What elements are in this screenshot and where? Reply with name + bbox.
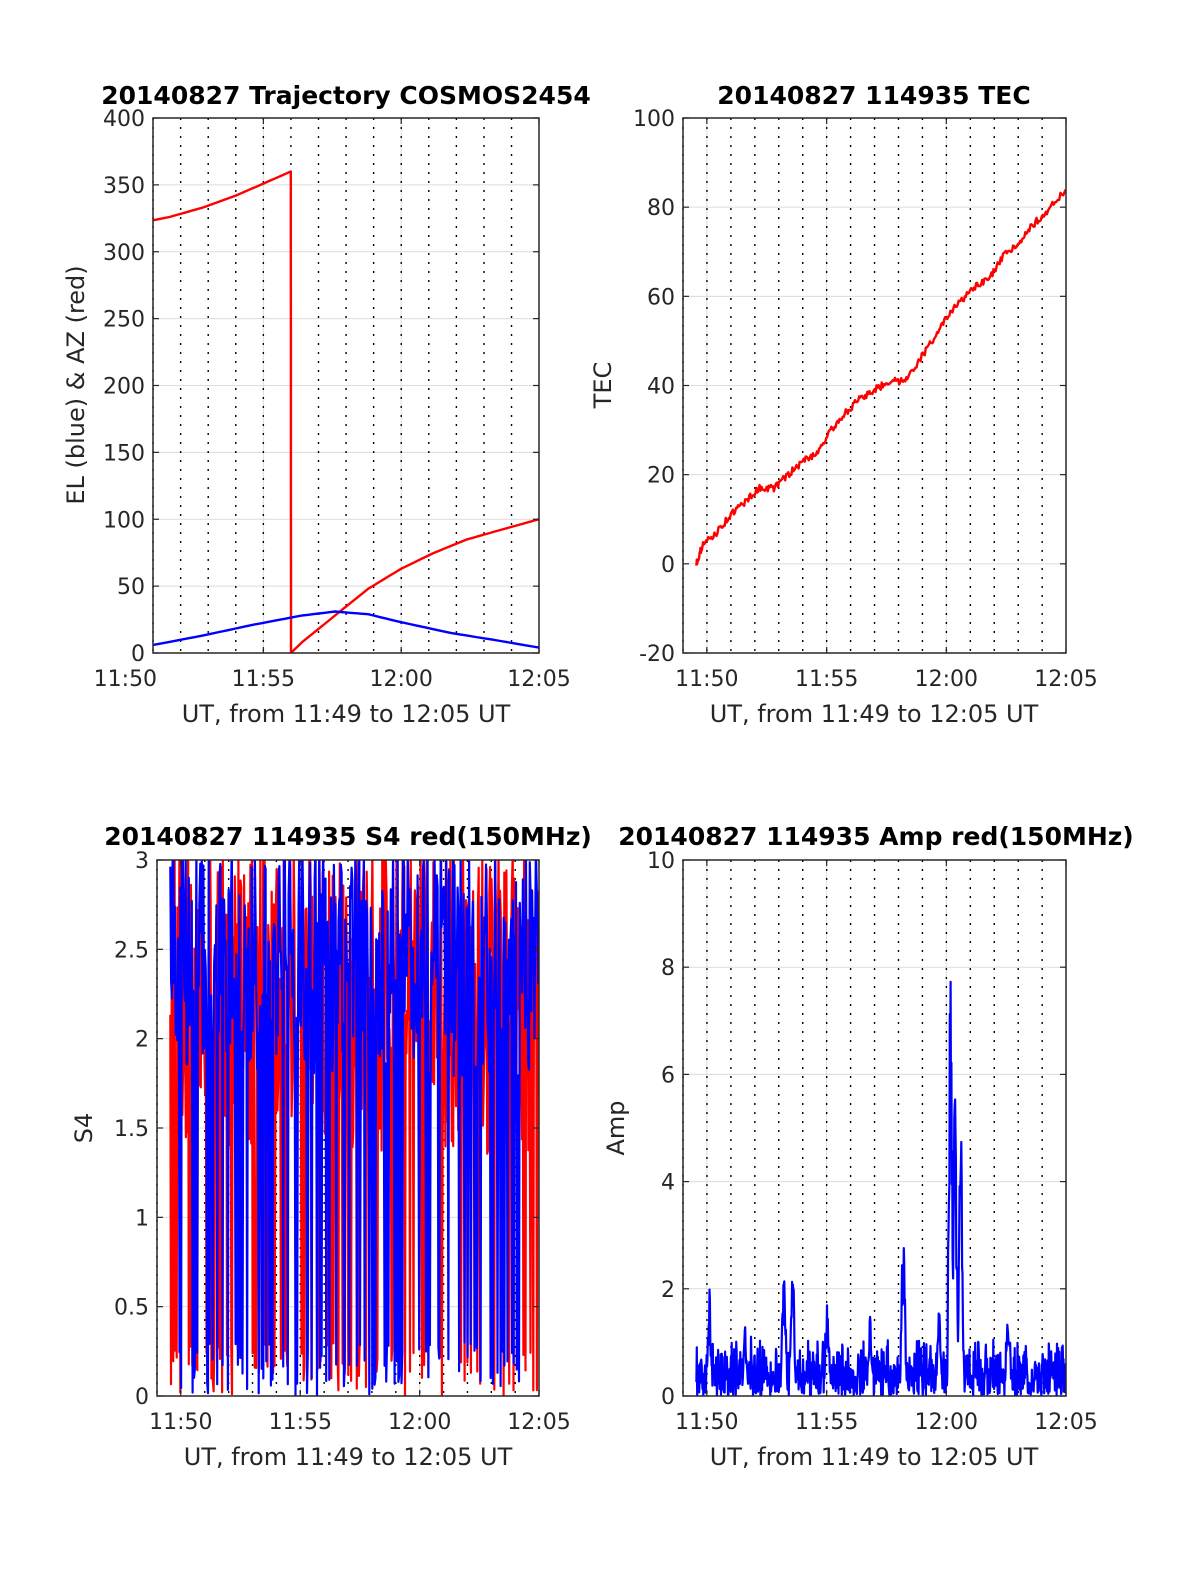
x-tick-label: 11:55 (795, 667, 858, 692)
x-tick-label: 11:50 (675, 667, 738, 692)
y-tick-label: 0 (135, 1385, 149, 1410)
y-tick-label: 4 (661, 1171, 675, 1196)
x-tick-label: 12:00 (369, 667, 432, 692)
y-tick-label: 0 (131, 642, 145, 667)
y-tick-label: 350 (103, 174, 145, 199)
y-tick-label: 1.5 (114, 1117, 149, 1142)
x-tick-label: 11:50 (675, 1410, 738, 1435)
x-tick-label: 12:05 (507, 667, 570, 692)
y-tick-label: -20 (639, 642, 675, 667)
y-tick-label: 2 (135, 1028, 149, 1053)
series-0-line (153, 170, 539, 653)
y-tick-label: 50 (117, 575, 145, 600)
y-tick-label: 150 (103, 441, 145, 466)
y-axis-label: Amp (602, 1100, 630, 1155)
x-tick-label: 11:50 (149, 1410, 212, 1435)
x-tick-label: 12:00 (915, 1410, 978, 1435)
x-tick-label: 12:05 (1034, 1410, 1097, 1435)
x-tick-label: 11:55 (232, 667, 295, 692)
series-group (153, 170, 539, 653)
y-tick-label: 20 (647, 464, 675, 489)
x-axis-label: UT, from 11:49 to 12:05 UT (710, 700, 1039, 728)
x-tick-label: 12:05 (507, 1410, 570, 1435)
y-tick-label: 400 (103, 107, 145, 132)
axes-box (682, 859, 1067, 1397)
ticks: 0 50 100 150 200 250 300 350 400 11:50 11:55 12:00 1… (94, 107, 571, 692)
tec-panel: -20 0 20 40 60 80 100 11:50 11:55 12:00 12:05 2014… (589, 81, 1098, 728)
y-tick-label: 6 (661, 1063, 675, 1088)
y-axis-label: EL (blue) & AZ (red) (62, 265, 90, 504)
ticks: 0 0.5 1 1.5 2 2.5 3 11:50 11:55 12:00 12:05 (114, 849, 571, 1435)
y-axis-label: S4 (70, 1113, 98, 1144)
x-tick-label: 12:00 (388, 1410, 451, 1435)
chart-title: 20140827 114935 S4 red(150MHz) (104, 822, 592, 851)
x-tick-label: 11:50 (94, 667, 157, 692)
y-tick-label: 0.5 (114, 1296, 149, 1321)
x-axis-label: UT, from 11:49 to 12:05 UT (710, 1443, 1039, 1471)
x-tick-label: 12:05 (1034, 667, 1097, 692)
y-tick-label: 40 (647, 375, 675, 400)
y-tick-label: 250 (103, 308, 145, 333)
y-tick-label: 3 (135, 849, 149, 874)
x-axis-label: UT, from 11:49 to 12:05 UT (182, 700, 511, 728)
series-group (169, 860, 539, 1396)
y-tick-label: 80 (647, 196, 675, 221)
s4-panel: 0 0.5 1 1.5 2 2.5 3 11:50 11:55 12:00 12:05 201408… (70, 822, 592, 1471)
y-tick-label: 0 (661, 1385, 675, 1410)
chart-title: 20140827 Trajectory COSMOS2454 (101, 81, 591, 110)
x-tick-label: 11:55 (269, 1410, 332, 1435)
y-tick-label: 100 (103, 508, 145, 533)
x-axis-label: UT, from 11:49 to 12:05 UT (184, 1443, 513, 1471)
y-tick-label: 2 (661, 1278, 675, 1303)
series-group (695, 188, 1066, 566)
ticks: -20 0 20 40 60 80 100 11:50 11:55 12:00 12:05 (633, 107, 1098, 692)
x-tick-label: 11:55 (795, 1410, 858, 1435)
y-tick-label: 1 (135, 1206, 149, 1231)
x-tick-label: 12:00 (915, 667, 978, 692)
trajectory-panel: 0 50 100 150 200 250 300 350 400 11:50 11:55 12:00 1… (62, 81, 591, 728)
y-tick-label: 100 (633, 107, 675, 132)
ticks: 0 2 4 6 8 10 11:50 11:55 12:00 12:05 (647, 849, 1098, 1435)
y-axis-label: TEC (589, 362, 617, 410)
y-tick-label: 10 (647, 849, 675, 874)
chart-title: 20140827 114935 Amp red(150MHz) (618, 822, 1134, 851)
y-tick-label: 8 (661, 956, 675, 981)
y-tick-label: 200 (103, 375, 145, 400)
series-0-line (695, 188, 1066, 566)
y-tick-label: 2.5 (114, 938, 149, 963)
plot-area (683, 860, 1066, 1396)
chart-title: 20140827 114935 TEC (717, 81, 1030, 110)
amp-panel: 0 2 4 6 8 10 11:50 11:55 12:00 12:05 20140827 114… (602, 822, 1134, 1471)
y-tick-label: 300 (103, 241, 145, 266)
series-1-line (153, 610, 539, 649)
y-tick-label: 0 (661, 553, 675, 578)
series-1-line (169, 860, 539, 1396)
y-tick-label: 60 (647, 285, 675, 310)
